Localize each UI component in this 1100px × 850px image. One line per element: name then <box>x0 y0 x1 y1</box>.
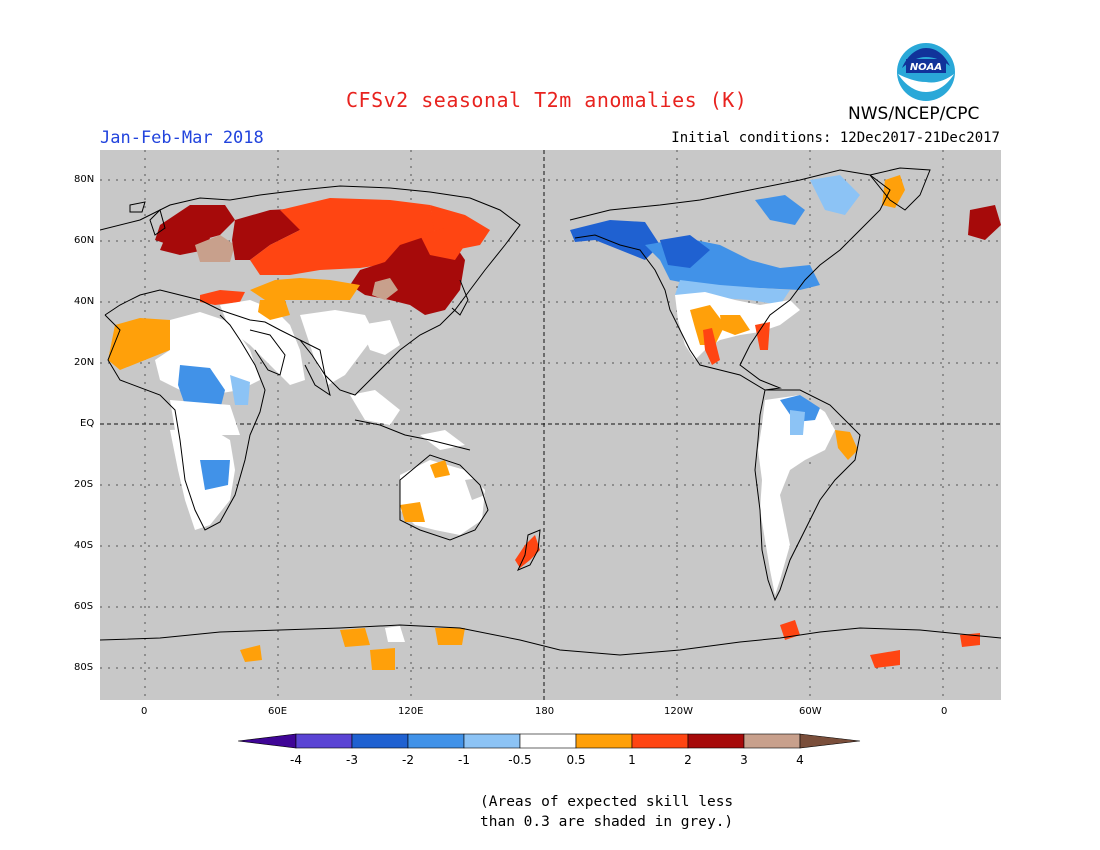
colorbar-swatch <box>295 733 353 749</box>
colorbar-tick-label: -0.5 <box>508 753 531 767</box>
svg-text:NOAA: NOAA <box>910 62 942 73</box>
agency-label: NWS/NCEP/CPC <box>848 104 980 124</box>
lat-label: 80S <box>74 662 94 673</box>
map-title: CFSv2 seasonal T2m anomalies (K) <box>346 88 748 112</box>
lat-label: 20S <box>74 479 94 490</box>
colorbar-tick-label: 2 <box>684 753 692 767</box>
lat-label: 60N <box>74 235 95 246</box>
lon-label: 0 <box>941 706 948 717</box>
colorbar-swatch <box>463 733 521 749</box>
colorbar-swatch <box>743 733 801 749</box>
lon-label: 120E <box>398 706 424 717</box>
south-america-anomalies <box>758 395 858 595</box>
footnote-line: (Areas of expected skill less <box>480 794 734 810</box>
eurasia-anomalies <box>155 198 490 385</box>
lat-label: 40N <box>74 296 95 307</box>
lon-label: 180 <box>535 706 555 717</box>
noaa-logo-icon: NOAA <box>897 43 955 101</box>
colorbar-swatch <box>519 733 577 749</box>
australia-anomalies <box>350 390 540 568</box>
colorbar-tick-label: 1 <box>628 753 636 767</box>
colorbar-tick-label: -1 <box>458 753 470 767</box>
north-america-anomalies <box>570 175 1001 365</box>
footnote-line: than 0.3 are shaded in grey.) <box>480 814 734 830</box>
colorbar-swatch <box>238 733 297 749</box>
colorbar-swatch <box>407 733 465 749</box>
colorbar-tick-label: 0.5 <box>566 753 585 767</box>
colorbar-swatch <box>687 733 745 749</box>
skill-footnote: (Areas of expected skill less than 0.3 a… <box>480 792 733 832</box>
initial-conditions: Initial conditions: 12Dec2017-21Dec2017 <box>671 130 1000 146</box>
colorbar-legend: -4 -3 -2 -1 -0.5 0.5 1 2 3 4 <box>238 733 861 767</box>
colorbar-tick-label: 3 <box>740 753 748 767</box>
forecast-period: Jan-Feb-Mar 2018 <box>100 128 264 148</box>
lon-label: 120W <box>664 706 693 717</box>
colorbar-swatch <box>575 733 633 749</box>
lon-label: 60W <box>799 706 822 717</box>
lat-label: 20N <box>74 357 95 368</box>
lon-label: 0 <box>141 706 148 717</box>
lat-label: EQ <box>80 418 95 429</box>
colorbar-swatch <box>631 733 689 749</box>
lat-label: 80N <box>74 174 95 185</box>
colorbar-tick-label: -3 <box>346 753 358 767</box>
antarctica-anomalies <box>240 620 980 670</box>
colorbar-tick-label: -4 <box>290 753 302 767</box>
lat-label: 60S <box>74 601 94 612</box>
colorbar-swatch <box>351 733 409 749</box>
africa-anomalies <box>108 312 260 530</box>
lat-label: 40S <box>74 540 94 551</box>
coastlines <box>100 167 1001 656</box>
colorbar-tick-label: 4 <box>796 753 804 767</box>
colorbar-swatch <box>799 733 861 749</box>
colorbar-tick-label: -2 <box>402 753 414 767</box>
lon-label: 60E <box>268 706 288 717</box>
anomaly-map <box>100 150 1001 700</box>
